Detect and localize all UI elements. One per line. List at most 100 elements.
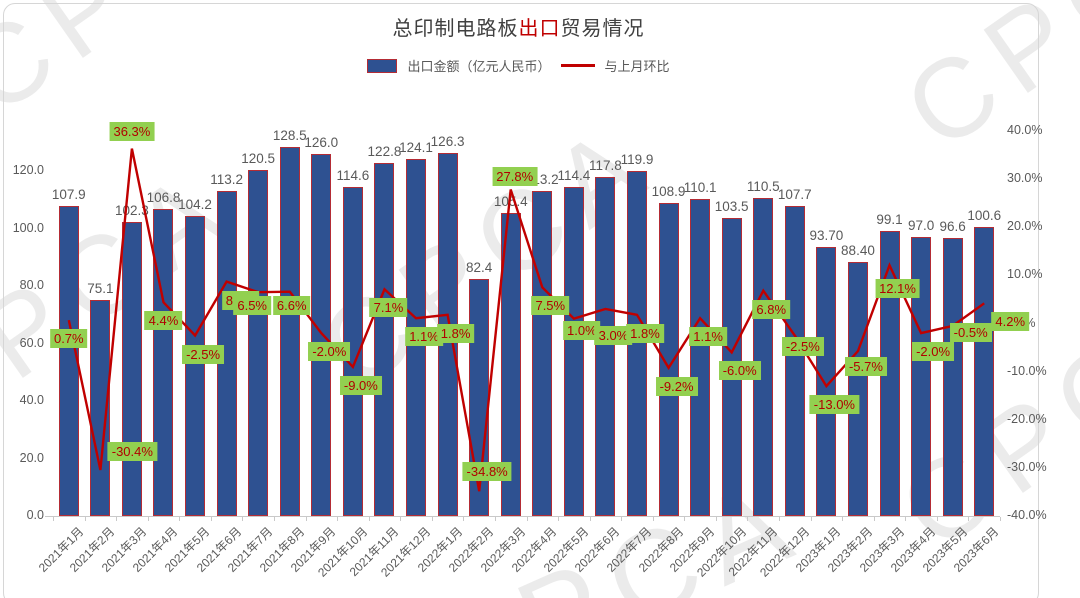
right-axis-tick-label: 40.0% bbox=[1007, 122, 1043, 137]
bar bbox=[974, 226, 995, 516]
line-data-label: 36.3% bbox=[109, 121, 155, 141]
right-axis-tick-label: 20.0% bbox=[1007, 219, 1043, 234]
bar bbox=[911, 237, 932, 516]
left-axis-tick-label: 80.0 bbox=[19, 278, 44, 292]
bar-value-label: 120.5 bbox=[241, 150, 276, 166]
bar-value-label: 107.9 bbox=[51, 186, 86, 202]
right-axis-tick-label: -40.0% bbox=[1007, 508, 1047, 523]
x-axis-tick bbox=[116, 517, 118, 521]
line-data-label: -30.4% bbox=[107, 441, 157, 461]
bar bbox=[784, 206, 805, 516]
line-data-label: -2.5% bbox=[182, 344, 225, 364]
bar-value-label: 128.5 bbox=[272, 127, 307, 143]
bar-value-label: 108.9 bbox=[651, 183, 686, 199]
line-data-label: 1.8% bbox=[436, 323, 475, 343]
line-data-label: 12.1% bbox=[875, 279, 920, 299]
x-axis-tick bbox=[337, 517, 339, 521]
line-data-label: -9.2% bbox=[655, 376, 698, 396]
right-axis-tick-label: 10.0% bbox=[1007, 267, 1043, 282]
x-axis-tick bbox=[558, 517, 560, 521]
line-data-label: -2.5% bbox=[781, 336, 824, 356]
bar-value-label: 122.8 bbox=[367, 143, 402, 159]
right-axis-tick-label: -20.0% bbox=[1007, 411, 1047, 426]
bar bbox=[847, 261, 868, 516]
x-axis-tick bbox=[242, 517, 244, 521]
right-axis-tick-label: 30.0% bbox=[1007, 170, 1043, 185]
x-axis-tick bbox=[905, 517, 907, 521]
line-data-label: 1.1% bbox=[405, 327, 443, 347]
bar-value-label: 117.8 bbox=[589, 158, 622, 174]
left-axis-tick-label: 120.0 bbox=[12, 163, 44, 177]
bar-series-label: 出口金额（亿元人民币） bbox=[407, 59, 551, 74]
line-data-label: 7.5% bbox=[531, 296, 570, 316]
left-axis-tick-label: 100.0 bbox=[12, 220, 44, 235]
x-axis-tick bbox=[368, 517, 370, 521]
left-axis-tick-label: 40.0 bbox=[19, 393, 44, 407]
x-axis-tick bbox=[1000, 517, 1001, 521]
bar-value-label: 100.6 bbox=[967, 207, 1002, 223]
bar-value-label: 106.8 bbox=[146, 189, 181, 205]
bar bbox=[658, 202, 679, 516]
bar bbox=[90, 300, 111, 516]
line-data-label: -2.0% bbox=[308, 342, 351, 362]
bar bbox=[563, 187, 584, 516]
bar-value-label: 99.1 bbox=[876, 212, 903, 228]
left-axis-tick-label: 20.0 bbox=[19, 450, 44, 465]
bar-series-swatch bbox=[367, 58, 398, 73]
bar-value-label: 110.1 bbox=[683, 180, 717, 196]
bar-value-label: 104.2 bbox=[178, 197, 212, 213]
line-data-label: -9.0% bbox=[339, 375, 382, 395]
bar-value-label: 103.5 bbox=[714, 199, 749, 215]
bar bbox=[374, 162, 395, 516]
bar-value-label: 119.9 bbox=[620, 152, 654, 168]
x-axis-tick bbox=[463, 517, 465, 521]
right-axis-tick-label: -30.0% bbox=[1007, 460, 1047, 475]
x-axis-tick bbox=[842, 517, 844, 521]
x-axis-tick bbox=[715, 517, 717, 521]
bar-value-label: 105.4 bbox=[493, 193, 528, 209]
line-data-label: -34.8% bbox=[462, 462, 512, 482]
line-data-label: -13.0% bbox=[809, 395, 859, 415]
bar bbox=[311, 153, 332, 516]
bar-value-label: 126.0 bbox=[304, 134, 339, 150]
bar-value-label: 82.4 bbox=[466, 260, 493, 276]
bar-value-label: 75.1 bbox=[87, 281, 114, 297]
bar-value-label: 126.3 bbox=[430, 133, 465, 149]
bar-value-label: 110.5 bbox=[746, 179, 780, 195]
bar bbox=[185, 216, 206, 516]
line-data-label: 4.4% bbox=[144, 311, 183, 331]
x-axis-tick bbox=[621, 517, 623, 521]
line-data-label: 6.5% bbox=[233, 296, 271, 316]
bar-value-label: 124.1 bbox=[399, 140, 433, 156]
line-data-label: 7.1% bbox=[369, 298, 408, 318]
x-axis-tick bbox=[84, 517, 86, 521]
line-data-label: 0.7% bbox=[49, 329, 88, 349]
left-axis-tick-label: 0.0 bbox=[26, 508, 44, 522]
x-axis-tick bbox=[589, 517, 591, 521]
bar-value-label: 107.7 bbox=[777, 187, 812, 203]
line-data-label: 6.8% bbox=[752, 299, 791, 319]
chart-legend: 出口金额（亿元人民币） 与上月环比 bbox=[0, 56, 1037, 75]
x-axis-tick bbox=[400, 517, 402, 521]
x-axis-tick bbox=[494, 517, 496, 521]
x-axis-tick bbox=[873, 517, 875, 521]
line-series-label: 与上月环比 bbox=[604, 59, 670, 74]
line-data-label: 27.8% bbox=[492, 166, 538, 186]
line-series-swatch bbox=[560, 64, 595, 67]
bar-value-label: 113.2 bbox=[210, 171, 243, 187]
x-axis-tick bbox=[936, 517, 938, 521]
bar-value-label: 114.4 bbox=[557, 168, 591, 184]
bar bbox=[595, 177, 616, 516]
right-axis-tick-label: -10.0% bbox=[1007, 363, 1047, 378]
line-data-label: -0.5% bbox=[949, 322, 992, 342]
x-axis-tick bbox=[652, 517, 654, 521]
x-axis-tick bbox=[747, 517, 749, 521]
line-data-label: -2.0% bbox=[912, 342, 955, 362]
title-part1: 总印制电路板 bbox=[392, 18, 519, 40]
line-data-label: 1.0% bbox=[563, 320, 601, 340]
bar-value-label: 88.40 bbox=[841, 242, 875, 258]
bar bbox=[153, 208, 174, 516]
bar bbox=[500, 212, 521, 516]
